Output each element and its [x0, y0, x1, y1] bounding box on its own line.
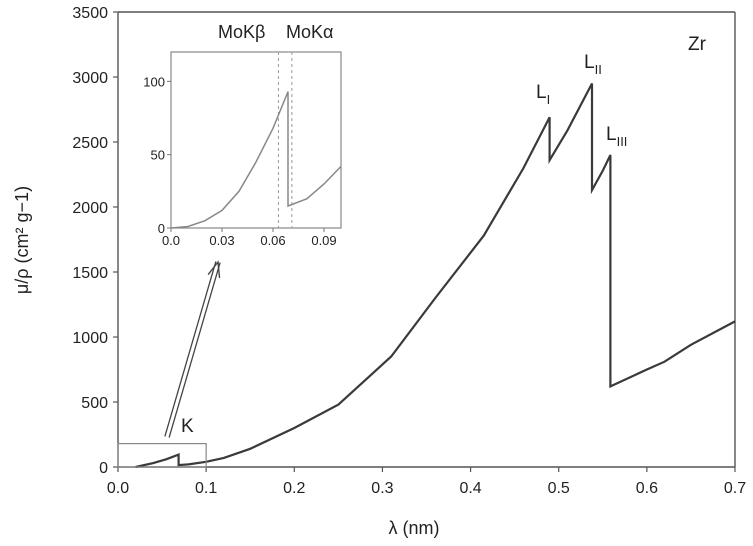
y-tick-label: 0 [99, 460, 108, 477]
x-tick-label: 0.6 [636, 480, 658, 497]
inset-series-line [170, 91, 342, 229]
x-tick-label: 0.3 [371, 480, 393, 497]
element-label: Zr [688, 34, 707, 55]
y-tick-label: 500 [81, 395, 108, 412]
l3-sub: III [617, 134, 628, 149]
moka-label: MoKα [286, 22, 333, 42]
k-edge-highlight-box [117, 443, 207, 468]
y-tick-label: 1000 [72, 330, 108, 347]
l2-sub: II [595, 62, 602, 77]
y-axis-label: μ/ρ (cm² g−1) [12, 186, 32, 294]
y-tick-label: 1500 [72, 265, 108, 282]
x-axis-label: λ (nm) [389, 518, 440, 538]
y-tick-label: 2000 [72, 200, 108, 217]
inset-plot: 0.0 0.03 0.06 0.09 0 50 100 [143, 51, 342, 248]
inset-x-tick-label: 0.0 [162, 233, 180, 248]
inset-x-tick-label: 0.03 [209, 233, 234, 248]
main-axes [117, 11, 736, 468]
l2-base: L [584, 52, 595, 73]
x-tick-label: 0.2 [283, 480, 305, 497]
arrow-shaft-a [168, 262, 221, 438]
inset-frame [170, 51, 342, 229]
l2-edge-label: LII [584, 52, 602, 77]
inset-x-tick-label: 0.06 [260, 233, 285, 248]
l1-edge-label: LI [536, 82, 550, 107]
main-ticks: 0.0 0.1 0.2 0.3 0.4 0.5 0.6 0.70500100015002000… [72, 5, 746, 497]
x-tick-label: 0.1 [195, 480, 217, 497]
y-tick-label: 3000 [72, 70, 108, 87]
mokb-label: MoKβ [218, 22, 265, 42]
l1-base: L [536, 82, 547, 103]
l1-sub: I [547, 92, 551, 107]
x-tick-label: 0.5 [548, 480, 570, 497]
inset-x-tick-label: 0.09 [311, 233, 336, 248]
l3-base: L [606, 124, 617, 145]
arrow-shaft-b [164, 261, 217, 437]
x-tick-label: 0.4 [459, 480, 481, 497]
zoom-arrow [164, 260, 221, 438]
x-tick-label: 0.0 [107, 480, 129, 497]
inset-y-tick-label: 0 [158, 221, 165, 236]
k-edge-label: K [181, 416, 194, 437]
y-tick-label: 3500 [72, 5, 108, 22]
y-tick-label: 2500 [72, 135, 108, 152]
l3-edge-label: LIII [606, 124, 627, 149]
inset-y-tick-label: 50 [151, 148, 165, 163]
inset-y-tick-label: 100 [143, 74, 165, 89]
x-tick-label: 0.7 [724, 480, 746, 497]
main-series-line [135, 82, 736, 469]
arrow-head [207, 260, 221, 278]
